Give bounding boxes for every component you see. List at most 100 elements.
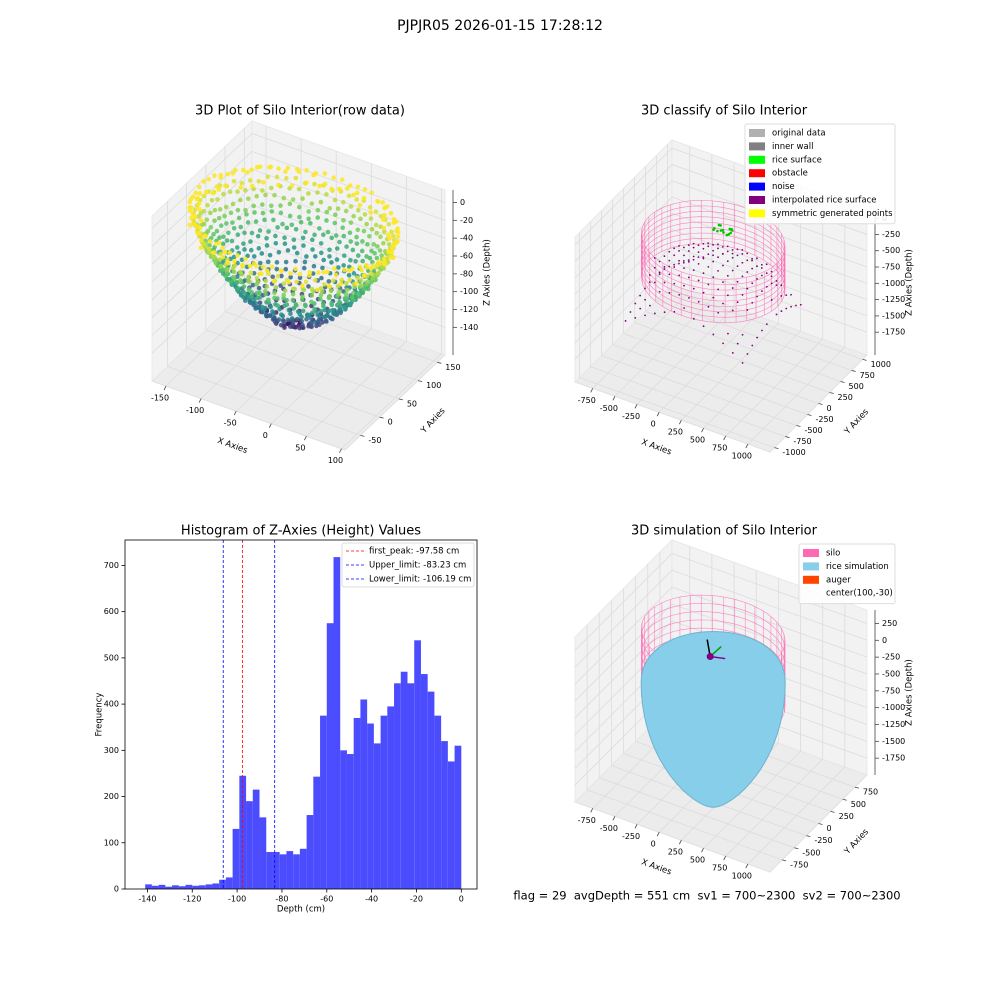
depth-point bbox=[372, 251, 377, 256]
depth-point bbox=[300, 322, 305, 328]
depth-point bbox=[216, 215, 222, 221]
surface-point bbox=[634, 302, 637, 305]
legend-label: noise bbox=[772, 182, 795, 192]
grid-line bbox=[574, 180, 673, 279]
rim-point bbox=[268, 164, 274, 170]
depth-point bbox=[356, 291, 361, 297]
rim-point bbox=[259, 271, 264, 277]
depth-point bbox=[284, 176, 289, 181]
depth-point bbox=[288, 324, 293, 329]
depth-point bbox=[239, 257, 245, 263]
grid-line bbox=[165, 290, 267, 387]
y-tick-mark bbox=[818, 403, 823, 405]
depth-point bbox=[300, 308, 306, 314]
z-axis-label: Z Axies (Depth) bbox=[483, 239, 493, 306]
depth-point bbox=[196, 214, 202, 219]
depth-point bbox=[229, 238, 235, 244]
depth-point bbox=[339, 277, 345, 283]
depth-point bbox=[257, 295, 263, 300]
depth-point bbox=[211, 254, 217, 260]
depth-point bbox=[255, 279, 261, 285]
depth-point bbox=[329, 260, 334, 265]
depth-point bbox=[309, 237, 315, 243]
y-tick-mark bbox=[806, 835, 811, 838]
y-tick-mark bbox=[862, 359, 867, 361]
z-tick-label: -20 bbox=[460, 216, 473, 225]
surface-point bbox=[682, 246, 685, 249]
depth-point bbox=[341, 305, 347, 310]
rice-point bbox=[722, 231, 725, 234]
histogram-bar bbox=[198, 885, 206, 889]
surface-point bbox=[765, 285, 768, 288]
depth-point bbox=[270, 274, 275, 280]
surface-point bbox=[741, 294, 744, 296]
rim-point bbox=[364, 262, 369, 268]
rim-point bbox=[293, 266, 298, 272]
depth-point bbox=[192, 207, 198, 212]
surface-point bbox=[746, 271, 749, 273]
x-tick-mark bbox=[634, 824, 638, 829]
depth-point bbox=[235, 253, 240, 258]
surface-point bbox=[722, 342, 724, 345]
legend-label: obstacle bbox=[772, 169, 808, 179]
grid-line bbox=[671, 261, 868, 333]
x-tick-label: 0 bbox=[263, 431, 268, 440]
depth-point bbox=[379, 253, 385, 258]
depth-point bbox=[377, 248, 383, 253]
depth-point bbox=[223, 204, 229, 210]
z-tick-label: 0 bbox=[882, 636, 887, 645]
legend-swatch bbox=[749, 169, 765, 178]
surface-point bbox=[687, 250, 690, 252]
histogram-bar bbox=[360, 699, 368, 889]
rim-point bbox=[311, 172, 316, 178]
x-tick-label: 100 bbox=[328, 456, 343, 465]
histogram-bar bbox=[367, 723, 374, 889]
rim-point bbox=[394, 228, 399, 234]
histogram-bar bbox=[165, 886, 173, 889]
surface-point bbox=[692, 255, 695, 258]
depth-point bbox=[263, 278, 269, 284]
surface-point bbox=[697, 300, 700, 303]
depth-point bbox=[288, 271, 293, 276]
depth-point bbox=[236, 215, 242, 221]
rim-point bbox=[390, 244, 396, 250]
rim-point bbox=[218, 175, 224, 180]
depth-point bbox=[310, 247, 315, 252]
depth-point bbox=[388, 210, 394, 216]
depth-point bbox=[351, 290, 356, 296]
surface-point bbox=[697, 244, 700, 247]
depth-point bbox=[325, 229, 331, 235]
depth-point bbox=[358, 278, 364, 283]
x-tick-label: -250 bbox=[622, 832, 640, 841]
depth-point bbox=[355, 253, 361, 258]
depth-point bbox=[310, 310, 315, 316]
rice-point bbox=[712, 228, 715, 232]
y-tick-label: -750 bbox=[790, 860, 808, 869]
depth-point bbox=[278, 283, 283, 288]
depth-point bbox=[272, 192, 277, 198]
depth-point bbox=[361, 286, 367, 292]
chart-title: Histogram of Z-Axies (Height) Values bbox=[181, 524, 421, 539]
depth-point bbox=[324, 209, 330, 215]
rim-point bbox=[216, 240, 222, 246]
y-tick-label: 600 bbox=[104, 607, 119, 616]
depth-point bbox=[309, 293, 315, 298]
depth-point bbox=[264, 284, 270, 289]
depth-point bbox=[212, 207, 218, 213]
surface-point bbox=[722, 281, 724, 284]
depth-point bbox=[254, 193, 259, 199]
depth-point bbox=[287, 201, 293, 207]
depth-point bbox=[340, 225, 346, 230]
x-tick-mark bbox=[656, 832, 660, 837]
depth-point bbox=[231, 178, 237, 184]
depth-point bbox=[272, 295, 277, 301]
depth-point bbox=[212, 173, 217, 178]
depth-point bbox=[306, 284, 311, 289]
surface-point bbox=[727, 332, 729, 335]
depth-point bbox=[285, 317, 291, 323]
depth-point bbox=[340, 199, 346, 205]
surface-point bbox=[765, 323, 768, 326]
x-tick-mark bbox=[198, 398, 202, 403]
surface-point bbox=[687, 259, 690, 262]
